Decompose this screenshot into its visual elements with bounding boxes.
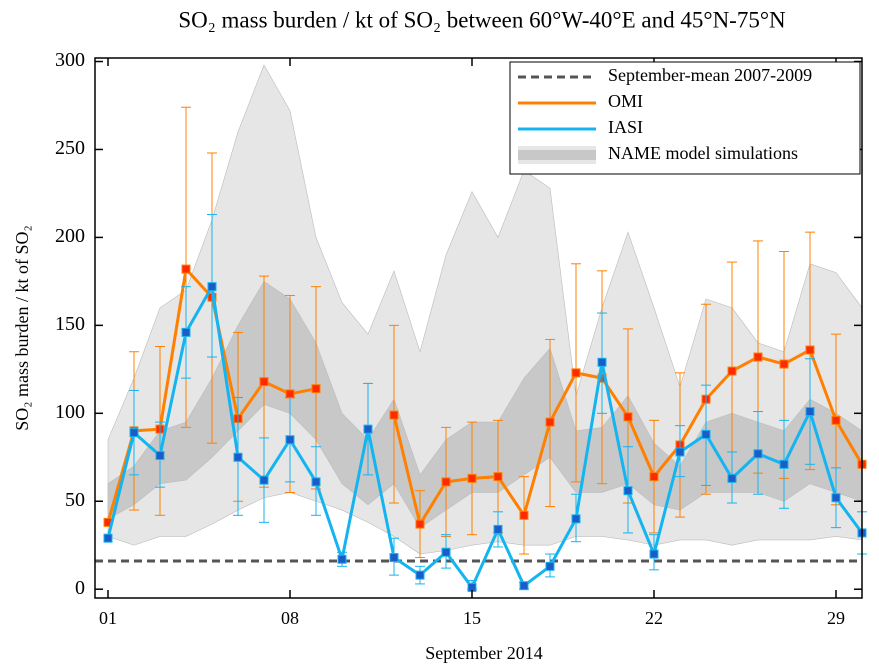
data-point: [311, 477, 321, 487]
data-point: [363, 424, 373, 434]
x-tick-label: 22: [645, 608, 663, 628]
data-point: [389, 553, 399, 563]
data-point: [259, 377, 269, 387]
data-point: [493, 472, 503, 482]
legend-label: IASI: [608, 117, 643, 137]
data-point: [571, 368, 581, 378]
data-point: [675, 447, 685, 457]
data-point: [649, 549, 659, 559]
data-point: [155, 451, 165, 461]
data-point: [597, 357, 607, 367]
data-point: [415, 519, 425, 529]
data-point: [571, 514, 581, 524]
data-point: [727, 366, 737, 376]
chart-title: SO₂ mass burden / kt of SO₂ between 60°W…: [178, 7, 786, 32]
y-tick-label: 150: [55, 313, 85, 335]
data-point: [779, 459, 789, 469]
y-tick-label: 250: [55, 137, 85, 159]
data-point: [493, 524, 503, 534]
data-point: [285, 435, 295, 445]
data-point: [389, 410, 399, 420]
data-point: [103, 533, 113, 543]
y-axis-label: SO₂ mass burden / kt of SO₂: [12, 225, 32, 431]
data-point: [753, 352, 763, 362]
legend-swatch: [518, 150, 596, 160]
data-point: [181, 264, 191, 274]
plot-frame: [94, 57, 863, 599]
legend-label: September-mean 2007-2009: [608, 65, 812, 85]
data-point: [519, 581, 529, 591]
legend-label: OMI: [608, 91, 643, 111]
data-point: [545, 561, 555, 571]
x-tick-label: 01: [99, 608, 117, 628]
x-tick-label: 15: [463, 608, 481, 628]
data-point: [467, 473, 477, 483]
data-point: [129, 428, 139, 438]
data-point: [233, 452, 243, 462]
data-point: [545, 417, 555, 427]
data-point: [649, 472, 659, 482]
data-point: [623, 412, 633, 422]
data-point: [311, 384, 321, 394]
legend-label: NAME model simulations: [608, 143, 798, 163]
data-point: [285, 389, 295, 399]
data-point: [727, 473, 737, 483]
data-point: [441, 477, 451, 487]
data-point: [805, 345, 815, 355]
data-point: [701, 429, 711, 439]
data-point: [779, 359, 789, 369]
x-tick-label: 08: [281, 608, 299, 628]
x-tick-label: 29: [827, 608, 845, 628]
data-point: [623, 486, 633, 496]
y-tick-label: 300: [55, 49, 85, 71]
data-point: [207, 282, 217, 292]
data-point: [805, 407, 815, 417]
y-tick-label: 100: [55, 401, 85, 423]
y-tick-label: 200: [55, 225, 85, 247]
x-axis-label: September 2014: [425, 643, 542, 663]
data-point: [415, 570, 425, 580]
y-tick-label: 0: [75, 577, 85, 599]
data-point: [337, 554, 347, 564]
data-point: [831, 415, 841, 425]
data-point: [441, 547, 451, 557]
y-tick-label: 50: [65, 489, 85, 511]
data-point: [753, 449, 763, 459]
data-point: [181, 327, 191, 337]
data-point: [259, 475, 269, 485]
data-point: [519, 510, 529, 520]
data-point: [831, 493, 841, 503]
